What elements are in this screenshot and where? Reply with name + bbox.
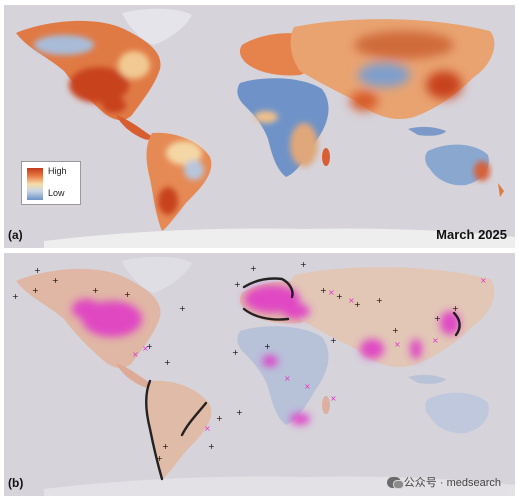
svg-text:+: + xyxy=(234,280,241,289)
map-panel-b: + + + + + + + + + + + + + + + + + + + + + + + + + + + × × × … xyxy=(4,253,515,496)
svg-text:×: × xyxy=(348,296,355,305)
legend-high-label: High xyxy=(48,166,67,176)
heatmap-world-map xyxy=(16,8,515,248)
svg-text:×: × xyxy=(284,374,291,383)
map-panel-a: High Low (a) March 2025 xyxy=(4,5,515,248)
svg-text:+: + xyxy=(434,314,441,323)
panel-a-date: March 2025 xyxy=(436,227,507,242)
color-legend: High Low xyxy=(21,161,81,205)
svg-text:+: + xyxy=(208,442,215,451)
svg-text:+: + xyxy=(320,286,327,295)
australia xyxy=(425,144,489,186)
svg-text:+: + xyxy=(232,348,239,357)
africa xyxy=(237,78,329,177)
occurrence-markers: + + + + + + + + + + + + + + + + + + + + + + + + + + + xyxy=(12,260,459,463)
indonesia xyxy=(408,126,446,136)
panel-b-label: (b) xyxy=(8,476,24,490)
svg-text:+: + xyxy=(392,326,399,335)
svg-text:+: + xyxy=(452,304,459,313)
svg-text:×: × xyxy=(330,394,337,403)
legend-gradient xyxy=(27,168,43,200)
svg-text:+: + xyxy=(32,286,39,295)
watermark-text: 公众号 · medsearch xyxy=(403,477,501,489)
central-america xyxy=(116,115,152,140)
svg-text:+: + xyxy=(146,342,153,351)
legend-low-label: Low xyxy=(48,188,65,198)
svg-text:×: × xyxy=(328,288,335,297)
wechat-icon xyxy=(386,476,404,489)
svg-text:+: + xyxy=(236,408,243,417)
svg-text:+: + xyxy=(336,292,343,301)
svg-text:×: × xyxy=(132,350,139,359)
antarctica xyxy=(44,228,515,248)
svg-text:×: × xyxy=(432,336,439,345)
svg-text:+: + xyxy=(216,414,223,423)
svg-text:×: × xyxy=(142,344,149,353)
svg-text:+: + xyxy=(354,300,361,309)
svg-text:+: + xyxy=(330,336,337,345)
svg-text:×: × xyxy=(480,276,487,285)
svg-text:×: × xyxy=(304,382,311,391)
svg-text:+: + xyxy=(300,260,307,269)
svg-text:+: + xyxy=(156,454,163,463)
greenland xyxy=(122,8,192,46)
svg-text:+: + xyxy=(34,266,41,275)
svg-text:+: + xyxy=(92,286,99,295)
svg-text:×: × xyxy=(394,340,401,349)
svg-text:+: + xyxy=(179,304,186,313)
svg-text:+: + xyxy=(12,292,19,301)
watermark: 公众号 · medsearch xyxy=(386,474,501,490)
madagascar xyxy=(322,148,330,166)
svg-text:+: + xyxy=(250,264,257,273)
svg-text:+: + xyxy=(124,290,131,299)
svg-text:+: + xyxy=(376,296,383,305)
new-zealand xyxy=(498,183,504,197)
occurrence-world-map: +++ + + + +++ ++ + +++ +++ +++ +++ +++ ××× … xyxy=(12,256,515,496)
svg-text:×: × xyxy=(204,424,211,433)
svg-text:+: + xyxy=(264,342,271,351)
panel-a-label: (a) xyxy=(8,228,23,242)
svg-text:+: + xyxy=(162,442,169,451)
svg-text:+: + xyxy=(164,358,171,367)
svg-text:+: + xyxy=(52,276,59,285)
